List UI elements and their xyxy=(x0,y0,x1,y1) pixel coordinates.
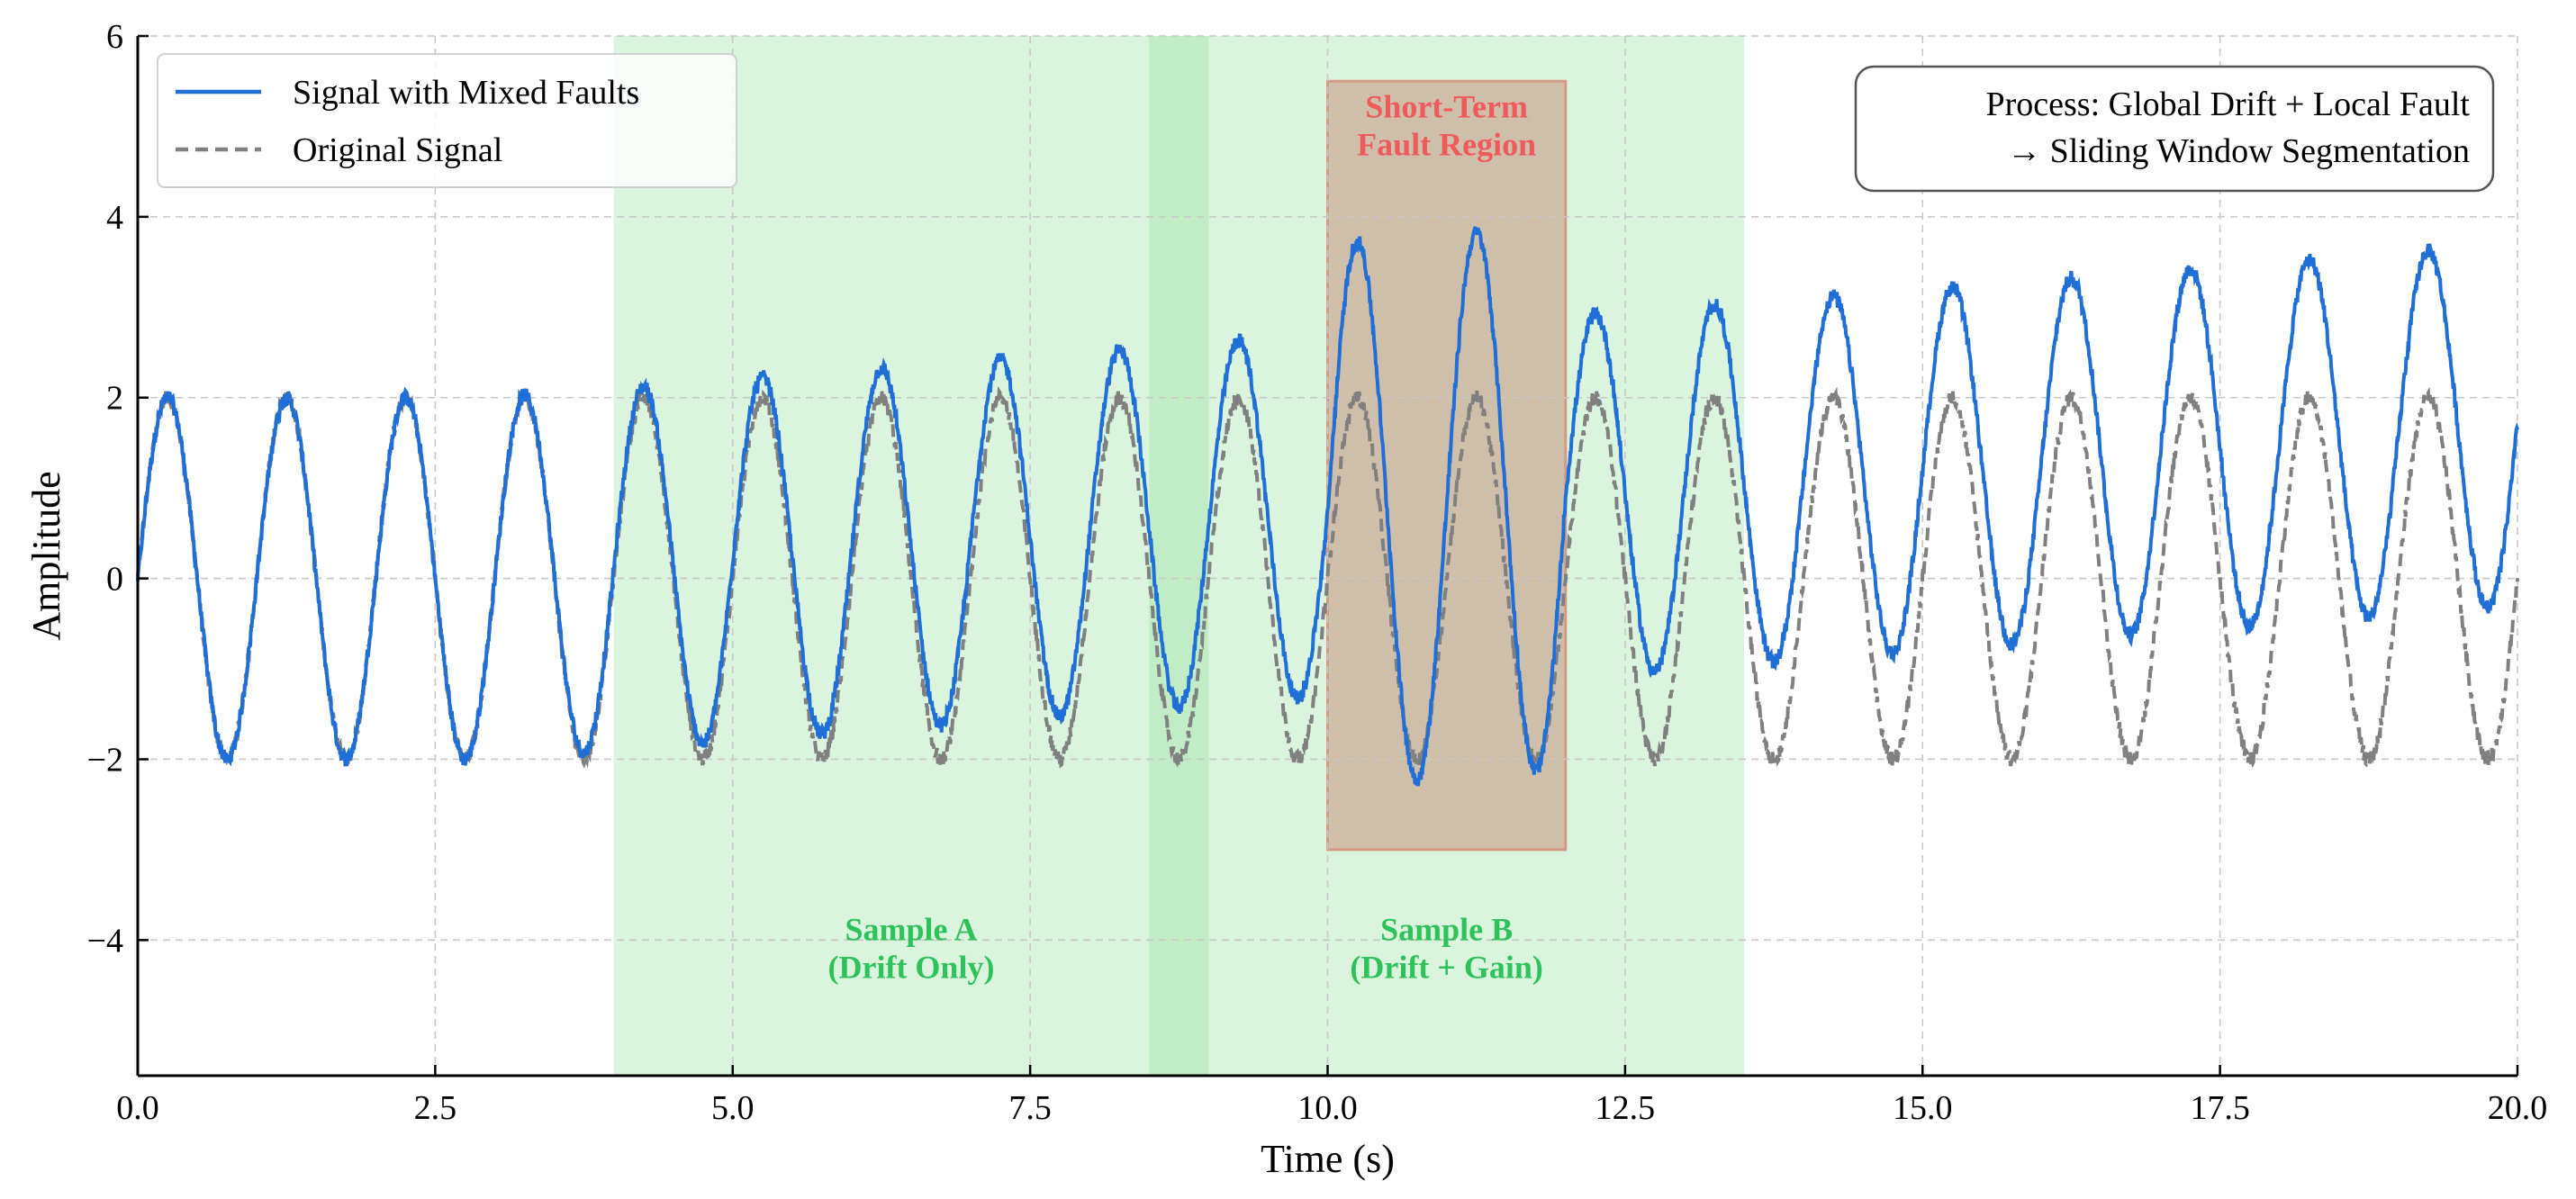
x-tick-label: 7.5 xyxy=(1008,1089,1052,1127)
region-labels: Sample A(Drift Only) Sample B(Drift + Gai… xyxy=(827,88,1542,985)
shaded-regions xyxy=(613,36,1745,1076)
series-lines xyxy=(136,226,2519,787)
y-tick-label: 0 xyxy=(106,561,123,599)
y-tick-label: 6 xyxy=(106,18,123,56)
x-tick-label: 12.5 xyxy=(1595,1089,1656,1127)
region-label-sample-b-line-2: (Drift + Gain) xyxy=(1350,949,1542,985)
y-tick-label: 2 xyxy=(106,380,123,418)
region-label-short-term-fault-region-line-2: Fault Region xyxy=(1357,126,1536,162)
region-label-sample-a-line-2: (Drift Only) xyxy=(827,949,994,985)
x-tick-label: 0.0 xyxy=(116,1089,159,1127)
region-label-sample-b-line-1: Sample B xyxy=(1380,911,1513,947)
region-label-sample-a-line-1: Sample A xyxy=(845,911,977,947)
legend-label-original-signal: Original Signal xyxy=(293,131,502,169)
region-short-term-fault-region xyxy=(1326,79,1568,852)
legend-box xyxy=(157,53,737,188)
x-tick-label: 15.0 xyxy=(1893,1089,1953,1127)
series-line-original-signal xyxy=(136,385,2519,771)
legend-label-signal-with-mixed-faults: Signal with Mixed Faults xyxy=(293,74,639,112)
x-tick-label: 10.0 xyxy=(1297,1089,1358,1127)
x-tick-label: 2.5 xyxy=(414,1089,457,1127)
y-tick-label: 4 xyxy=(106,199,123,237)
process-annotation-box xyxy=(1854,65,2495,193)
x-tick-label: 5.0 xyxy=(711,1089,755,1127)
x-tick-label: 20.0 xyxy=(2488,1089,2548,1127)
series-line-signal-with-mixed-faults xyxy=(136,226,2519,787)
y-axis-title: Amplitude xyxy=(24,471,68,640)
y-tick-label: −4 xyxy=(87,922,123,960)
y-tick-label: −2 xyxy=(87,741,123,779)
axis-ticks: 0.0 2.5 5.0 7.5 10.0 12.5 15.0 17.5 20.0 −4 −2 0 2 4 6 xyxy=(87,18,2548,1127)
x-tick-label: 17.5 xyxy=(2190,1089,2250,1127)
legend: Signal with Mixed Faults Original Signal xyxy=(157,53,737,188)
process-annotation-line-2: → Sliding Window Segmentation xyxy=(2007,132,2470,170)
x-axis-title: Time (s) xyxy=(1261,1137,1395,1181)
process-annotation: Process: Global Drift + Local Fault → Sl… xyxy=(1854,65,2495,193)
process-annotation-line-1: Process: Global Drift + Local Fault xyxy=(1986,86,2471,123)
region-label-short-term-fault-region-line-1: Short-Term xyxy=(1365,88,1528,124)
